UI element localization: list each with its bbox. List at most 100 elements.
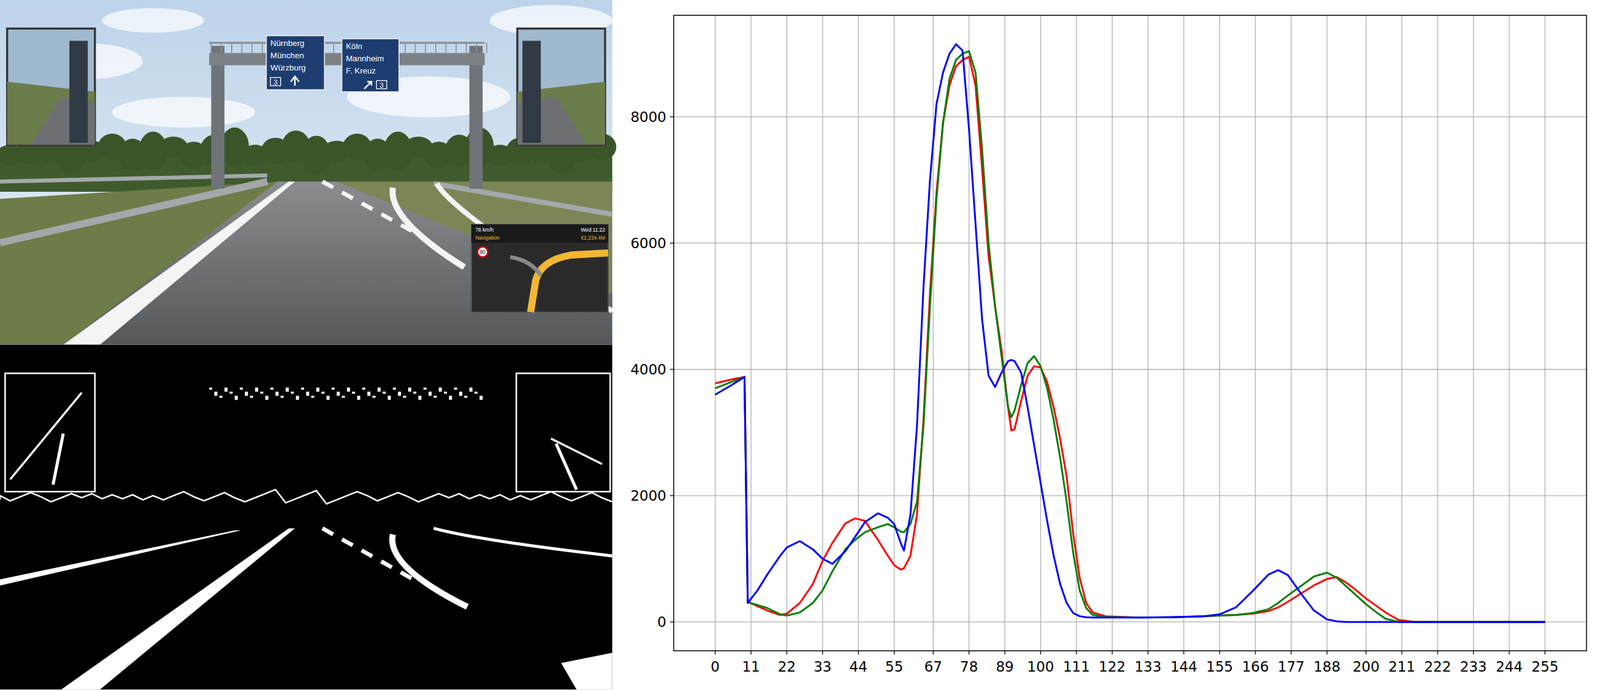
gantry-rail (445, 42, 447, 54)
tick-label: 222 (1424, 659, 1452, 675)
binary-lane (0, 530, 241, 587)
grid-line (1365, 15, 1367, 652)
noise (255, 388, 259, 393)
grid-line (1473, 15, 1474, 652)
tick (670, 116, 674, 118)
grid-line (673, 116, 1587, 118)
tick-label: 55 (885, 659, 903, 675)
nav-road (510, 256, 541, 276)
noise (244, 391, 248, 397)
tick-label: 133 (1134, 659, 1162, 675)
grid-line (933, 15, 934, 652)
exit-box (376, 80, 387, 89)
tick (822, 651, 823, 655)
mirror-outline (516, 373, 610, 492)
noise (357, 396, 361, 401)
noise (326, 396, 330, 401)
noise (448, 396, 452, 401)
exit-text: 3 (379, 80, 384, 89)
grid-line (714, 15, 716, 652)
noise (331, 388, 335, 390)
noise (270, 388, 274, 390)
noise (209, 388, 213, 390)
grid-line (1040, 15, 1041, 652)
binary-bg (0, 345, 613, 690)
grid-line (1291, 15, 1292, 652)
hud-text: Navigation (475, 234, 501, 241)
tick (1326, 651, 1328, 655)
tick (893, 651, 895, 655)
tick (1291, 651, 1292, 655)
screenshot: NürnbergMünchenWürzburg3KölnMannheimF. K… (0, 0, 617, 346)
gantry-rail (424, 42, 427, 54)
gantry-rail (220, 42, 222, 54)
binary-blob (560, 652, 612, 690)
gantry-rail (332, 42, 335, 54)
tick-label: 244 (1495, 659, 1523, 675)
grid-line (673, 242, 1587, 244)
grid-line (1219, 15, 1220, 652)
tick (1040, 651, 1041, 655)
grid-line (968, 15, 970, 652)
grid-line (1544, 15, 1546, 652)
sign-text: Mannheim (345, 53, 384, 64)
guardrail (0, 175, 268, 182)
grid-line (1147, 15, 1149, 652)
gantry-rail (435, 42, 437, 54)
tick (1508, 651, 1510, 655)
gantry-post (469, 45, 484, 189)
noise (423, 388, 427, 390)
tick (1147, 651, 1149, 655)
noise (275, 391, 279, 397)
chart: 0112233445567788910011112213314415516617… (630, 15, 1587, 675)
noise (382, 391, 386, 394)
tick (1219, 651, 1220, 655)
tick-label: 78 (960, 659, 978, 675)
mirror (7, 28, 96, 146)
exit-box (270, 77, 281, 86)
noise (316, 388, 320, 393)
tick-label: 4000 (630, 361, 667, 378)
tick-label: 89 (995, 659, 1014, 675)
series-group (715, 44, 1546, 623)
noise (346, 388, 351, 393)
noise (367, 391, 371, 397)
tick-label: 255 (1531, 659, 1559, 675)
hud-text: Wed 11:22 (581, 226, 606, 233)
series-line (715, 57, 1546, 623)
noise (296, 396, 300, 401)
gantry-rail (415, 42, 417, 54)
noise (474, 391, 478, 394)
mirror-truck (69, 41, 88, 143)
limit-sign (477, 247, 488, 258)
binary-image (0, 345, 613, 690)
sign-arrow (364, 81, 372, 89)
grid-line (1112, 15, 1113, 652)
series-line (715, 50, 1546, 622)
tick (1075, 651, 1077, 655)
noise (459, 391, 463, 397)
gantry-rail (241, 42, 243, 54)
tick-label: 0 (710, 659, 720, 675)
mirror (517, 28, 606, 146)
gantry-rail (404, 42, 406, 54)
grid-line (893, 15, 895, 652)
nav-header (471, 224, 609, 243)
noise (454, 388, 458, 390)
sign (266, 35, 325, 90)
noise (290, 391, 294, 394)
hud-text: 80 (480, 248, 487, 256)
hud-text: 76 km/h (475, 226, 495, 233)
binary-curve (392, 534, 468, 607)
noise (259, 391, 263, 394)
tick (670, 369, 674, 370)
noise (377, 388, 381, 393)
noise (408, 388, 412, 393)
tick (1112, 651, 1113, 655)
noise (265, 396, 269, 401)
gantry-post (211, 45, 225, 189)
noise (413, 391, 417, 394)
noise (214, 391, 218, 397)
tick-label: 44 (849, 659, 868, 675)
tick-label: 166 (1241, 659, 1269, 675)
